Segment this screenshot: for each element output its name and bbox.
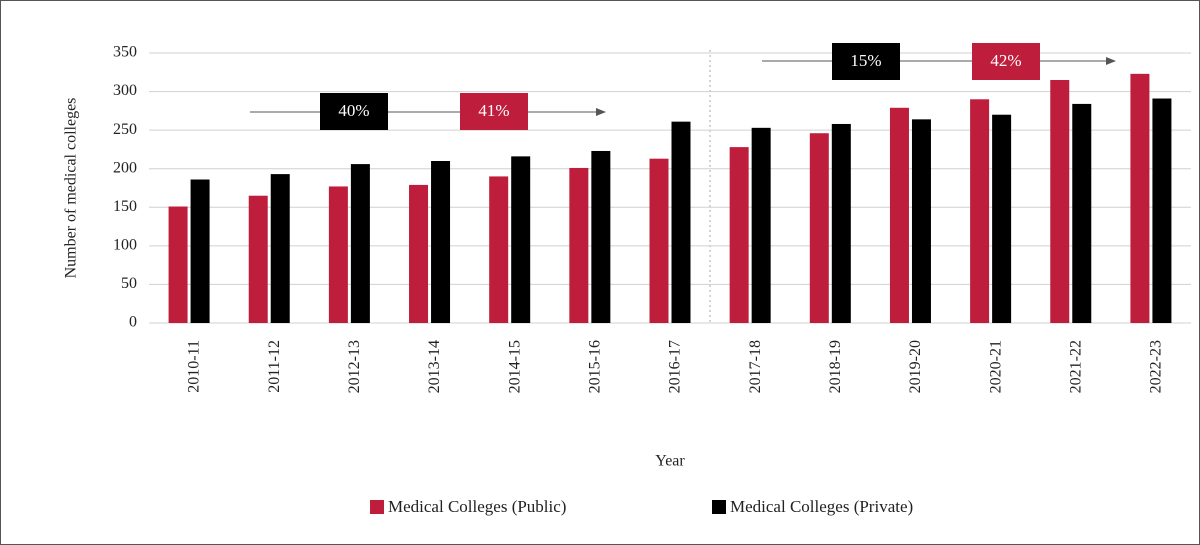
bar xyxy=(1072,103,1092,324)
x-tick-label: 2018-19 xyxy=(827,340,844,393)
legend-label: Medical Colleges (Public) xyxy=(388,497,566,516)
annotation-box xyxy=(320,93,388,130)
bar xyxy=(671,121,691,324)
legend-label: Medical Colleges (Private) xyxy=(730,497,913,516)
x-tick-label: 2016-17 xyxy=(667,340,684,393)
bar xyxy=(511,156,531,323)
y-tick-label: 250 xyxy=(113,121,137,138)
bar xyxy=(190,179,210,323)
bar xyxy=(328,186,348,323)
legend-swatch xyxy=(712,500,726,514)
y-tick-label: 50 xyxy=(121,275,137,292)
x-axis-label: Year xyxy=(655,453,685,470)
bar xyxy=(831,123,851,323)
bar xyxy=(970,99,990,324)
bar xyxy=(1130,73,1150,323)
bar xyxy=(168,206,188,323)
bar xyxy=(248,195,268,323)
y-axis-label: Number of medical colleges xyxy=(63,98,80,279)
y-tick-label: 0 xyxy=(129,314,137,331)
bar xyxy=(350,164,370,323)
annotation: 42% xyxy=(990,51,1021,70)
x-tick-label: 2020-21 xyxy=(987,340,1004,393)
x-tick-label: 2013-14 xyxy=(426,340,443,393)
annotation: 15% xyxy=(850,51,881,70)
x-tick-label: 2011-12 xyxy=(266,340,283,393)
bar xyxy=(649,158,669,323)
bar xyxy=(911,119,931,323)
annotation-box xyxy=(460,93,528,130)
bar xyxy=(591,150,611,323)
y-tick-label: 200 xyxy=(113,159,137,176)
y-tick-label: 350 xyxy=(113,44,137,61)
bar xyxy=(992,114,1012,323)
bar xyxy=(729,147,749,323)
x-tick-label: 2019-20 xyxy=(907,340,924,393)
bar xyxy=(1152,98,1172,323)
bar xyxy=(889,107,909,324)
bar xyxy=(431,161,451,323)
bar xyxy=(809,133,829,323)
legend-swatch xyxy=(370,500,384,514)
x-tick-label: 2022-23 xyxy=(1148,340,1165,393)
x-tick-label: 2012-13 xyxy=(346,340,363,393)
annotation: 41% xyxy=(478,101,509,120)
annotation: 40% xyxy=(338,101,369,120)
x-tick-label: 2015-16 xyxy=(587,340,604,393)
x-tick-label: 2014-15 xyxy=(506,340,523,393)
bar xyxy=(409,184,429,323)
y-tick-label: 300 xyxy=(113,82,137,99)
x-tick-label: 2021-22 xyxy=(1067,340,1084,393)
bar xyxy=(751,127,771,323)
bar xyxy=(489,176,509,323)
y-tick-label: 100 xyxy=(113,237,137,254)
bar xyxy=(569,167,589,323)
x-tick-label: 2010-11 xyxy=(186,340,203,393)
bar xyxy=(1050,80,1070,323)
bar xyxy=(270,174,290,323)
x-tick-label: 2017-18 xyxy=(747,340,764,393)
annotation-box xyxy=(832,43,900,80)
y-tick-label: 150 xyxy=(113,198,137,215)
annotation-box xyxy=(972,43,1040,80)
